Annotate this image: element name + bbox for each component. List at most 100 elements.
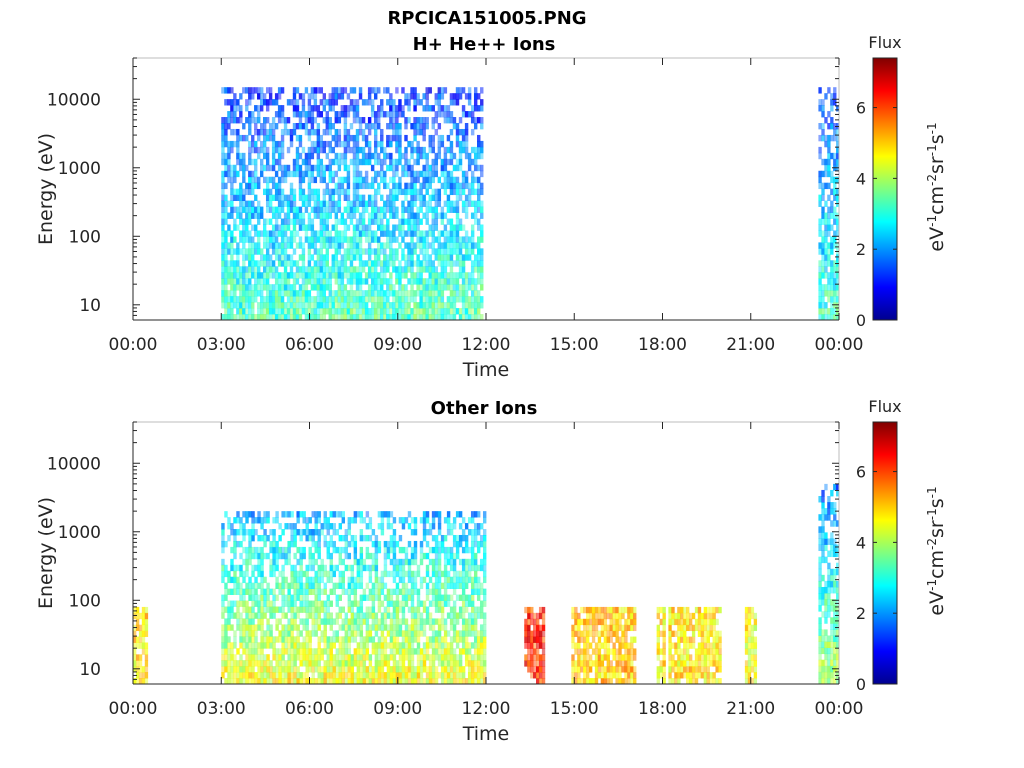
flux-cell (398, 152, 402, 160)
flux-cell (458, 660, 463, 667)
colorbar-gradient (872, 57, 898, 321)
flux-cell (286, 254, 291, 261)
flux-cell (833, 123, 837, 130)
flux-cell (302, 648, 306, 655)
flux-cell (254, 654, 258, 661)
flux-cell (398, 105, 402, 112)
flux-cell (473, 296, 478, 303)
flux-cell (527, 660, 531, 667)
flux-cell (419, 152, 423, 160)
flux-cell (612, 630, 616, 637)
flux-cell (371, 594, 376, 601)
flux-cell (266, 600, 270, 607)
flux-cell (239, 570, 243, 578)
flux-cell (340, 105, 345, 112)
flux-cell (386, 624, 391, 631)
flux-cell (627, 678, 631, 684)
flux-cell (313, 194, 318, 202)
flux-cell (251, 176, 255, 184)
flux-cell (425, 678, 430, 684)
flux-cell (482, 570, 487, 578)
flux-cell (368, 576, 373, 584)
flux-cell (278, 534, 282, 542)
flux-cell (821, 242, 825, 249)
flux-cell (470, 296, 475, 303)
flux-cell (410, 200, 414, 207)
flux-cell (410, 672, 415, 679)
flux-cell (455, 260, 460, 267)
flux-cell (343, 302, 348, 309)
flux-cell (271, 123, 276, 130)
flux-cell (334, 206, 339, 213)
flux-cell (383, 302, 387, 309)
flux-cell (477, 134, 481, 142)
flux-cell (340, 308, 345, 315)
flux-cell (221, 296, 225, 303)
flux-cell (398, 308, 402, 315)
flux-cell (230, 564, 234, 572)
flux-cell (307, 146, 312, 154)
flux-cell (311, 618, 315, 625)
flux-cell (286, 290, 291, 297)
flux-cell (380, 576, 385, 584)
flux-cell (818, 123, 822, 130)
flux-cell (224, 123, 228, 130)
flux-cell (449, 152, 454, 160)
flux-cell (295, 99, 300, 106)
flux-cell (358, 170, 363, 178)
flux-cell (262, 123, 267, 130)
flux-cell (350, 672, 355, 679)
flux-cell (277, 117, 282, 124)
flux-cell (392, 194, 396, 202)
flux-cell (323, 648, 327, 655)
flux-cell (340, 152, 345, 160)
flux-cell (452, 117, 457, 124)
flux-cell (343, 254, 348, 261)
flux-cell (392, 558, 397, 566)
flux-cell (368, 630, 373, 637)
flux-cell (480, 260, 484, 267)
flux-cell (325, 296, 329, 303)
flux-cell (380, 296, 384, 303)
flux-cell (353, 540, 358, 548)
flux-cell (479, 612, 484, 619)
flux-cell (362, 678, 367, 684)
flux-cell (401, 558, 406, 566)
flux-cell (374, 540, 379, 548)
flux-cell (609, 648, 613, 655)
flux-cell (343, 296, 348, 303)
flux-cell (452, 678, 457, 684)
flux-cell (461, 284, 466, 291)
flux-cell (389, 558, 394, 566)
flux-cell (437, 600, 442, 607)
flux-cell (821, 99, 825, 106)
flux-cell (251, 146, 255, 154)
flux-cell (277, 158, 282, 166)
flux-cell (316, 236, 321, 243)
flux-cell (322, 146, 326, 154)
flux-cell (251, 636, 255, 643)
flux-cell (413, 188, 417, 196)
flux-cell (533, 624, 537, 632)
flux-cell (452, 576, 457, 584)
flux-cell (352, 272, 357, 279)
flux-cell (461, 308, 466, 315)
flux-cell (437, 152, 442, 160)
flux-cell (386, 230, 390, 237)
flux-cell (464, 206, 469, 213)
flux-cell (413, 672, 418, 679)
flux-cell (395, 117, 399, 124)
flux-cell (443, 248, 448, 255)
flux-cell (281, 672, 285, 679)
flux-cell (352, 188, 357, 196)
flux-cell (298, 117, 303, 124)
flux-cell (452, 278, 457, 285)
flux-cell (452, 540, 457, 548)
flux-cell (334, 290, 339, 297)
flux-cell (419, 618, 424, 625)
flux-cell (437, 576, 442, 584)
flux-cell (277, 206, 282, 213)
flux-cell (317, 618, 321, 625)
flux-cell (331, 290, 335, 297)
flux-cell (289, 188, 294, 196)
